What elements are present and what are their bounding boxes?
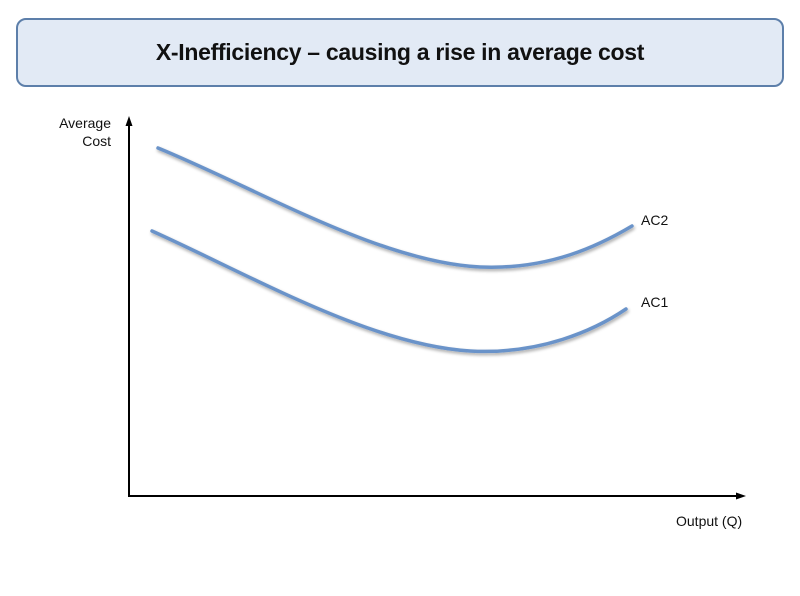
- title-banner: X-Inefficiency – causing a rise in avera…: [16, 18, 784, 87]
- y-axis-label-line2: Cost: [82, 133, 111, 149]
- x-axis-arrow-icon: [736, 492, 746, 500]
- ac1-label: AC1: [641, 294, 669, 310]
- ac2-label: AC2: [641, 212, 669, 228]
- y-axis-arrow-icon: [125, 116, 133, 126]
- y-axis-label-line1: Average: [59, 115, 111, 131]
- ac1-curve: [150, 229, 628, 354]
- diagram-title: X-Inefficiency – causing a rise in avera…: [155, 39, 645, 65]
- x-axis-label: Output (Q): [676, 513, 743, 529]
- y-axis-label: Average Cost: [51, 114, 111, 150]
- ac2-curve: [156, 146, 634, 269]
